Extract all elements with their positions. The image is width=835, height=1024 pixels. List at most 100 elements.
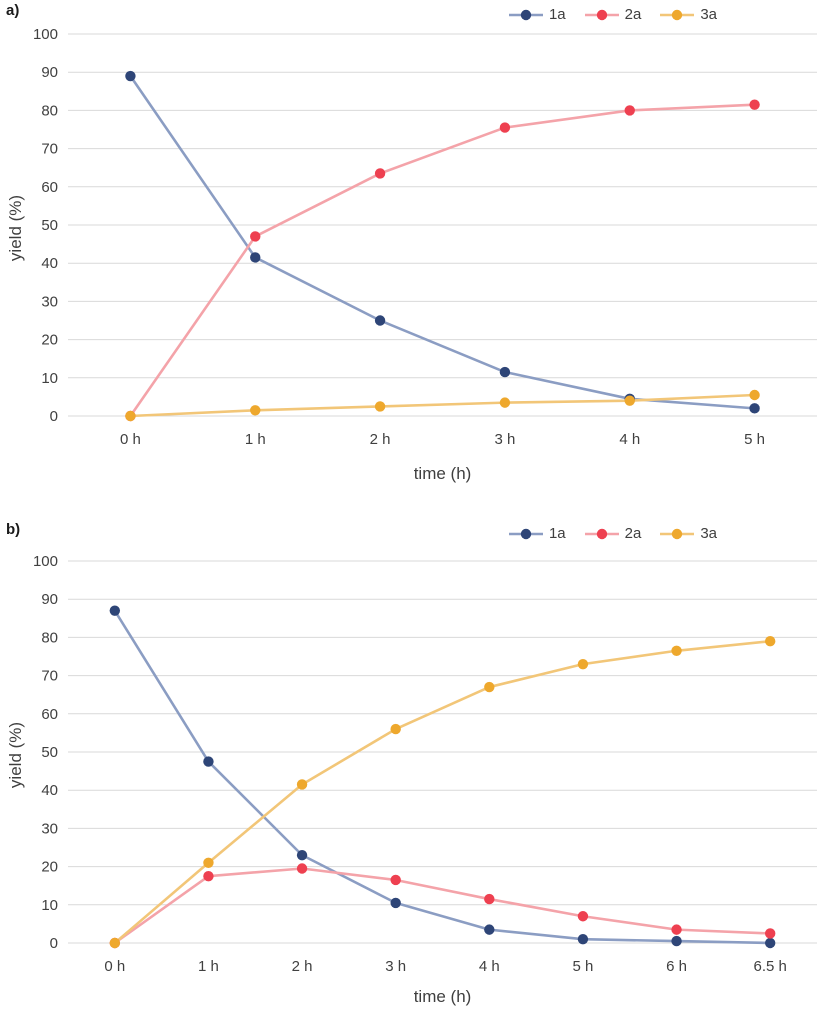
chart-b-corner-label: b) bbox=[6, 521, 21, 538]
series-marker-2a bbox=[203, 870, 214, 882]
series-marker-3a bbox=[374, 401, 386, 412]
y-tick-label: 60 bbox=[41, 706, 58, 723]
series-marker-3a bbox=[577, 658, 589, 670]
series-marker-1a bbox=[749, 403, 760, 414]
x-tick-label: 0 h bbox=[120, 431, 141, 448]
series-line-3a bbox=[129, 393, 756, 418]
series-marker-1a bbox=[764, 937, 776, 949]
series-marker-2a bbox=[374, 168, 386, 179]
series-marker-3a bbox=[125, 410, 136, 422]
legend-label-3a: 3a bbox=[700, 6, 717, 23]
series-line-3a bbox=[113, 639, 772, 945]
series-marker-1a bbox=[671, 935, 682, 947]
chart-b: b) 1a 2a 3a yield (%) 0 10 20 30 40 50 60 70 80 90 1… bbox=[0, 505, 835, 1024]
legend-item-1a: 1a bbox=[508, 525, 566, 542]
legend-label-2a: 2a bbox=[624, 525, 642, 542]
legend-line-marker-icon bbox=[508, 9, 543, 20]
y-tick-label: 20 bbox=[41, 859, 58, 876]
y-tick-label: 40 bbox=[41, 255, 58, 272]
y-tick-label: 90 bbox=[41, 64, 58, 81]
y-tick-label: 10 bbox=[41, 897, 58, 914]
series-marker-3a bbox=[109, 937, 121, 949]
series-marker-1a bbox=[499, 366, 511, 378]
chart-b-plot-area: 0 10 20 30 40 50 60 70 80 90 100 0 h 1 h 2 h 3 h 4 h 5 h… bbox=[0, 551, 835, 988]
series-marker-2a bbox=[671, 924, 682, 935]
series-marker-2a bbox=[764, 928, 776, 939]
series-marker-2a bbox=[484, 893, 495, 905]
series-line-2a bbox=[129, 103, 756, 418]
series-marker-2a bbox=[390, 874, 401, 886]
chart-b-legend: 1a 2a 3a bbox=[490, 525, 717, 542]
x-tick-label: 2 h bbox=[292, 958, 313, 975]
legend-line-marker-icon bbox=[660, 528, 695, 539]
chart-a-legend: 1a 2a 3a bbox=[490, 6, 717, 23]
chart-a: a) 1a 2a 3a yield (%) 0 10 20 30 40 50 60 70 80 90 1… bbox=[0, 0, 835, 505]
series-marker-1a bbox=[296, 849, 308, 861]
legend-label-1a: 1a bbox=[548, 6, 566, 23]
y-tick-label: 100 bbox=[33, 26, 58, 43]
legend-item-2a: 2a bbox=[584, 525, 642, 542]
x-tick-label: 1 h bbox=[198, 958, 219, 975]
chart-a-x-axis-title: time (h) bbox=[413, 464, 472, 483]
series-marker-2a bbox=[499, 122, 511, 133]
legend-label-3a: 3a bbox=[700, 525, 717, 542]
y-tick-label: 30 bbox=[41, 820, 58, 837]
legend-item-3a: 3a bbox=[659, 525, 717, 542]
series-marker-3a bbox=[749, 389, 760, 401]
x-tick-label: 1 h bbox=[245, 431, 266, 448]
y-tick-label: 80 bbox=[41, 629, 58, 646]
y-tick-label: 50 bbox=[41, 217, 58, 234]
x-tick-label: 3 h bbox=[494, 431, 515, 448]
x-tick-label: 3 h bbox=[385, 958, 406, 975]
series-marker-3a bbox=[671, 645, 682, 656]
series-marker-3a bbox=[250, 405, 261, 416]
chart-a-corner-label: a) bbox=[6, 2, 20, 19]
legend-label-2a: 2a bbox=[624, 6, 642, 23]
series-marker-1a bbox=[109, 605, 121, 616]
chart-a-plot-area: 0 10 20 30 40 50 60 70 80 90 100 0 h 1 h 2 h 3 h 4 h 5 h bbox=[0, 24, 835, 461]
y-tick-label: 90 bbox=[41, 591, 58, 608]
series-marker-2a bbox=[296, 863, 308, 874]
y-tick-label: 0 bbox=[50, 408, 58, 425]
series-marker-1a bbox=[250, 252, 261, 263]
series-marker-2a bbox=[577, 911, 589, 922]
series-marker-1a bbox=[577, 933, 589, 945]
x-tick-label: 5 h bbox=[573, 958, 594, 975]
y-tick-label: 30 bbox=[41, 293, 58, 310]
series-marker-3a bbox=[390, 723, 401, 735]
series-marker-1a bbox=[203, 756, 214, 767]
y-tick-label: 0 bbox=[50, 935, 58, 952]
series-marker-3a bbox=[624, 395, 635, 406]
y-tick-label: 60 bbox=[41, 179, 58, 196]
y-tick-label: 70 bbox=[41, 668, 58, 685]
series-marker-1a bbox=[125, 70, 136, 82]
series-marker-1a bbox=[374, 315, 386, 326]
series-marker-3a bbox=[764, 636, 776, 647]
legend-line-marker-icon bbox=[660, 9, 695, 20]
x-tick-label: 4 h bbox=[619, 431, 640, 448]
series-marker-3a bbox=[203, 857, 214, 868]
x-tick-label: 6.5 h bbox=[754, 958, 787, 975]
x-tick-label: 5 h bbox=[744, 431, 765, 448]
y-tick-label: 20 bbox=[41, 332, 58, 349]
x-tick-label: 0 h bbox=[104, 958, 125, 975]
legend-item-3a: 3a bbox=[659, 6, 717, 23]
series-line-1a bbox=[129, 74, 756, 410]
series-marker-3a bbox=[499, 397, 511, 408]
legend-item-1a: 1a bbox=[508, 6, 566, 23]
chart-b-x-axis-title: time (h) bbox=[413, 987, 472, 1006]
series-line-2a bbox=[113, 867, 772, 945]
legend-item-2a: 2a bbox=[584, 6, 642, 23]
legend-line-marker-icon bbox=[508, 528, 543, 539]
y-tick-label: 50 bbox=[41, 744, 58, 761]
series-marker-3a bbox=[296, 779, 308, 790]
series-marker-2a bbox=[624, 105, 635, 116]
legend-line-marker-icon bbox=[584, 528, 619, 539]
x-tick-label: 2 h bbox=[370, 431, 391, 448]
y-tick-label: 40 bbox=[41, 782, 58, 799]
series-marker-1a bbox=[484, 924, 495, 935]
series-marker-3a bbox=[484, 681, 495, 693]
series-marker-2a bbox=[749, 99, 760, 110]
y-tick-label: 100 bbox=[33, 553, 58, 570]
